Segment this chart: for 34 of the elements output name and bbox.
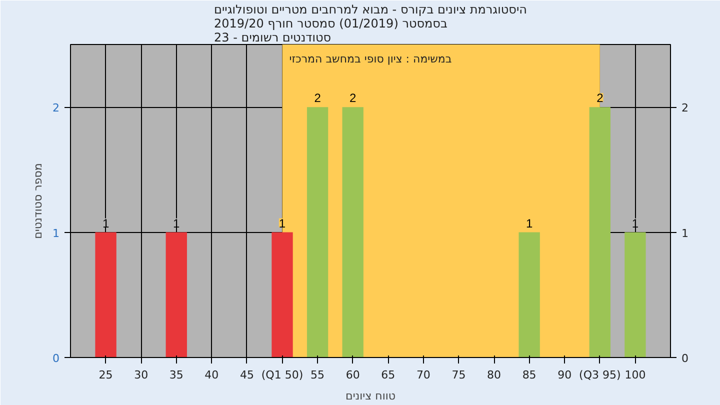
x-tick-label: 80 — [487, 368, 502, 382]
data-label: 1 — [102, 216, 110, 230]
x-tick-label: 90 — [558, 368, 572, 382]
annotation: במשימה : ציון סופי במחשב המרכזי — [289, 52, 452, 66]
y-tick-label: 2 — [52, 102, 60, 115]
y-axis-title: מספר סטודנטים — [32, 163, 44, 239]
x-tick-label: 45 — [240, 368, 254, 382]
x-tick-label: (Q3 95) — [579, 368, 621, 382]
x-tick-label: 55 — [310, 368, 325, 382]
x-tick-label: 25 — [98, 368, 113, 382]
data-label: 2 — [596, 91, 604, 106]
y-tick-label: 0 — [52, 352, 60, 365]
x-tick-label: 30 — [134, 368, 148, 382]
x-tick-label: 60 — [346, 368, 360, 382]
y2-tick-label: 0 — [682, 352, 688, 365]
chart-title: היסטוגרמת ציונים בקורס - מבוא למרחבים מטריים וטופולוגיים בסמסטר (01/2019) סמסטר חורף 2019/20 סטודנטים רשומים - 23 — [214, 2, 527, 44]
x-tick-label: 75 — [452, 368, 466, 382]
data-label: 2 — [314, 91, 322, 106]
x-tick-label: 85 — [522, 368, 536, 382]
data-label: 1 — [173, 216, 180, 230]
data-label: 1 — [632, 216, 639, 230]
x-tick-label: 35 — [169, 368, 184, 382]
y-tick-label: 1 — [52, 226, 60, 240]
data-label: 2 — [350, 91, 357, 106]
x-tick-label: 100 — [624, 368, 646, 382]
y2-tick-label: 1 — [682, 226, 688, 240]
data-label: 1 — [278, 216, 286, 230]
x-tick-label: 65 — [381, 368, 396, 382]
x-tick-label: 40 — [204, 368, 219, 382]
x-axis-title: טווח ציונים — [346, 390, 396, 402]
x-tick-label: (Q1 50) — [261, 368, 304, 382]
data-label: 1 — [526, 216, 533, 230]
x-tick-label: 70 — [416, 368, 430, 382]
y2-tick-label: 2 — [682, 102, 688, 115]
